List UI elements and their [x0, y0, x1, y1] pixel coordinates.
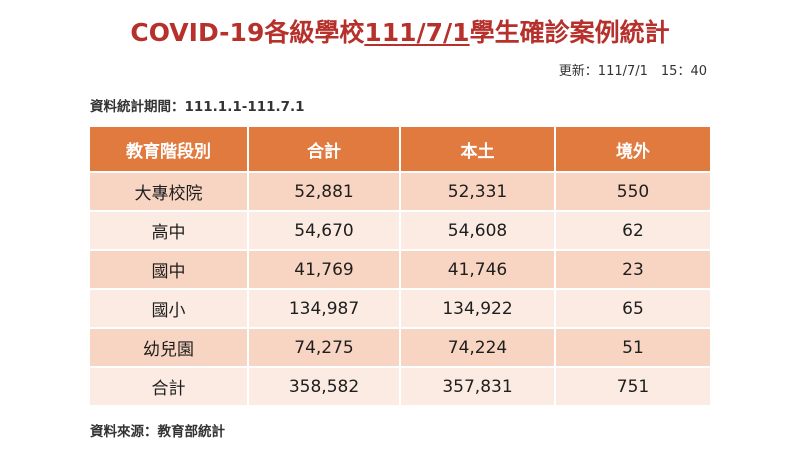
- cell-level: 合計: [90, 366, 249, 405]
- data-source-note: 資料來源：教育部統計: [90, 424, 225, 440]
- cell-domestic: 52,331: [400, 171, 556, 211]
- header-domestic: 本土: [400, 127, 556, 172]
- page-title: COVID-19各級學校111/7/1學生確診案例統計: [0, 16, 800, 50]
- cell-total: 54,670: [248, 210, 401, 250]
- title-suffix: 學生確診案例統計: [469, 18, 670, 47]
- update-timestamp: 更新：111/7/1 15：40: [558, 64, 707, 79]
- title-prefix: COVID-19各級學校: [130, 18, 365, 47]
- cell-domestic: 41,746: [400, 249, 556, 289]
- cell-total: 41,769: [248, 249, 401, 289]
- cell-total: 134,987: [248, 288, 401, 328]
- cell-imported: 751: [555, 366, 710, 405]
- title-date: 111/7/1: [364, 18, 470, 47]
- header-imported: 境外: [555, 127, 710, 172]
- cell-level: 大專校院: [90, 171, 249, 211]
- cell-total: 74,275: [248, 327, 401, 367]
- cell-domestic: 357,831: [400, 366, 556, 405]
- cell-level: 幼兒園: [90, 327, 249, 367]
- table-row: 國中 41,769 41,746 23: [90, 249, 710, 289]
- cell-total: 52,881: [248, 171, 401, 211]
- table-row: 高中 54,670 54,608 62: [90, 210, 710, 250]
- table-row: 國小 134,987 134,922 65: [90, 288, 710, 328]
- cell-imported: 65: [555, 288, 710, 328]
- table-row: 幼兒園 74,275 74,224 51: [90, 327, 710, 367]
- table-row-total: 合計 358,582 357,831 751: [90, 366, 710, 405]
- cell-level: 國中: [90, 249, 249, 289]
- cell-level: 高中: [90, 210, 249, 250]
- cell-imported: 23: [555, 249, 710, 289]
- cell-imported: 51: [555, 327, 710, 367]
- statistics-period: 資料統計期間：111.1.1-111.7.1: [90, 99, 305, 115]
- cell-level: 國小: [90, 288, 249, 328]
- table-row: 大專校院 52,881 52,331 550: [90, 171, 710, 211]
- cell-imported: 62: [555, 210, 710, 250]
- table-header-row: 教育階段別 合計 本土 境外: [90, 127, 710, 172]
- cell-domestic: 74,224: [400, 327, 556, 367]
- header-total: 合計: [248, 127, 401, 172]
- cell-total: 358,582: [248, 366, 401, 405]
- case-statistics-table: 教育階段別 合計 本土 境外 大專校院 52,881 52,331 550 高中…: [90, 127, 710, 405]
- header-education-level: 教育階段別: [90, 127, 249, 172]
- cell-imported: 550: [555, 171, 710, 211]
- cell-domestic: 54,608: [400, 210, 556, 250]
- cell-domestic: 134,922: [400, 288, 556, 328]
